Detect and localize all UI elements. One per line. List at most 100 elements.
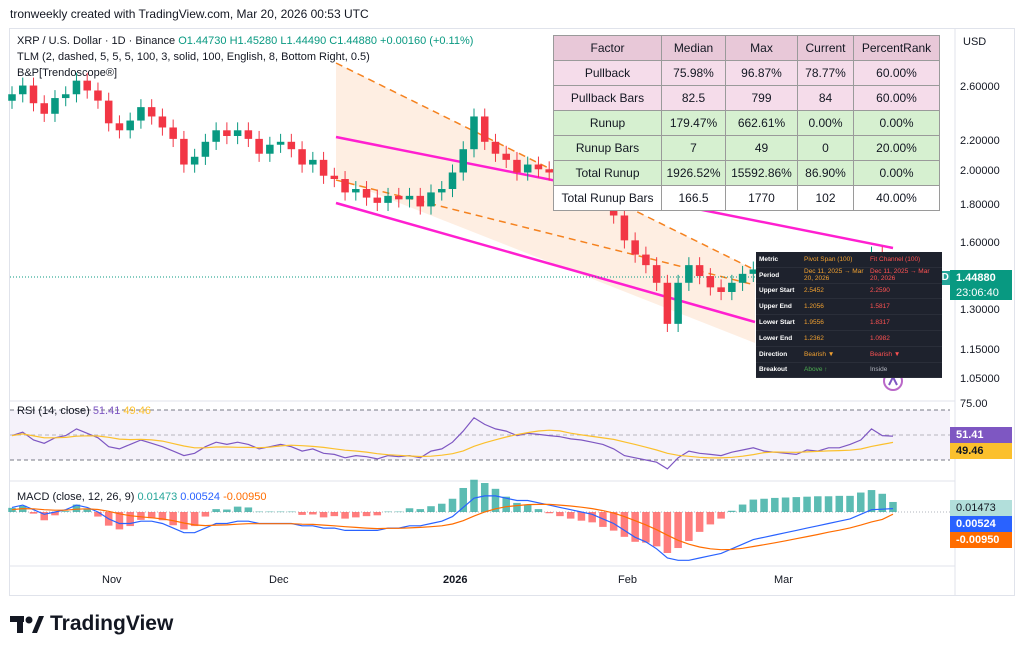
bp-indicator-legend[interactable]: B&P[Trendoscope®]: [17, 67, 118, 79]
macd-histogram-bar: [190, 512, 199, 527]
stats-cell: Pullback: [553, 60, 662, 86]
candle-body: [276, 141, 285, 145]
stats-cell: 75.98%: [661, 60, 726, 86]
macd-legend-macd: 0.00524: [180, 491, 221, 503]
channel-metric-cell: Bearish ▼: [804, 350, 835, 358]
channel-metric-row: Period Dec 11, 2025 → Mar 20, 2026 Dec 11,…: [756, 268, 942, 284]
macd-histogram-bar: [287, 511, 296, 513]
ohlc-values: O1.44730 H1.45280 L1.44490 C1.44880 +0.0…: [178, 35, 474, 47]
macd-histogram-bar: [212, 509, 220, 512]
macd-histogram-bar: [760, 498, 768, 512]
tradingview-logo[interactable]: TradingView: [10, 612, 173, 636]
macd-histogram-bar: [835, 495, 844, 512]
stats-row: Total Runup Bars 166.5 1770 102 40.00%: [553, 185, 940, 211]
symbol-name: XRP / U.S. Dollar · 1D · Binance: [17, 35, 176, 47]
macd-histogram-bar: [534, 509, 543, 512]
candle-body: [212, 130, 220, 142]
channel-lower: [335, 201, 756, 324]
candle-body: [51, 98, 59, 114]
stats-cell: 166.5: [661, 185, 726, 211]
candle-body: [738, 273, 747, 283]
candle-body: [395, 195, 403, 200]
macd-histogram-bar: [620, 512, 629, 537]
macd-histogram-bar: [867, 490, 876, 512]
stats-cell: 96.87%: [725, 60, 798, 86]
tlm-indicator-legend[interactable]: TLM (2, dashed, 5, 5, 5, 100, 3, solid, …: [17, 51, 370, 63]
stats-row: Runup Bars 7 49 0 20.00%: [553, 135, 940, 161]
candle-body: [72, 80, 81, 95]
candle-body: [147, 107, 156, 117]
price-axis-label: 2.60000: [960, 81, 1000, 93]
macd-histogram-bar: [609, 512, 618, 531]
stats-cell: 82.5: [661, 85, 726, 111]
channel-metric-cell: 1.5817: [870, 303, 890, 311]
channel-metric-row: Direction Bearish ▼ Bearish ▼: [756, 347, 942, 363]
channel-metric-cell: 2.5452: [804, 287, 824, 295]
channel-metric-cell: Pivot Span (100): [804, 255, 853, 263]
macd-histogram-bar: [814, 496, 822, 512]
last-price-tag: 1.44880: [950, 270, 1012, 286]
macd-histogram-bar: [158, 512, 167, 521]
macd-histogram-bar: [223, 509, 231, 512]
macd-histogram-bar: [491, 488, 500, 512]
candle-body: [126, 120, 134, 131]
macd-histogram-bar: [352, 512, 360, 518]
macd-histogram-bar: [663, 512, 672, 553]
candle-body: [728, 282, 736, 292]
rsi-value-tag: 51.41: [950, 427, 1012, 443]
dashed-upper: [335, 62, 756, 271]
stats-row: Runup 179.47% 662.61% 0.00% 0.00%: [553, 110, 940, 136]
candle-body: [341, 178, 349, 193]
time-axis-label: Feb: [618, 574, 637, 586]
macd-histogram-bar: [513, 502, 521, 512]
price-axis-label: 1.80000: [960, 199, 1000, 212]
candle-body: [362, 189, 371, 198]
candle-body: [190, 156, 199, 165]
price-axis-label: 1.15000: [960, 343, 1000, 356]
macd-histogram-bar: [459, 487, 468, 512]
candle-body: [405, 195, 414, 200]
rsi-ma-line: [11, 429, 894, 459]
rsi-legend-value: 51.41: [92, 405, 121, 417]
macd-histogram-bar: [427, 506, 435, 512]
macd-histogram-bar: [137, 512, 145, 520]
brand-name: TradingView: [50, 612, 174, 635]
candle-body: [352, 189, 360, 193]
candle-body: [287, 141, 296, 150]
rsi-legend-ma: 49.46: [123, 405, 151, 417]
currency-label[interactable]: USD: [963, 36, 987, 48]
channel-metric-row: Upper Start 2.5452 2.2590: [756, 284, 942, 300]
candle-body: [373, 197, 382, 203]
macd-histogram-bar: [126, 512, 134, 527]
candle-body: [104, 100, 113, 124]
candle-body: [695, 265, 704, 277]
channel-metric-cell: Dec 11, 2025 → Mar 20, 2026: [804, 268, 864, 283]
rsi-legend[interactable]: RSI (14, close) 51.41 49.46: [17, 405, 151, 417]
macd-histogram-bar: [824, 496, 833, 512]
channel-metric-cell: Lower Start: [759, 319, 795, 327]
macd-histogram-bar: [749, 499, 758, 512]
macd-histogram-bar: [330, 512, 339, 517]
stats-cell: 0.00%: [853, 110, 940, 136]
candle-body: [717, 287, 725, 292]
macd-legend[interactable]: MACD (close, 12, 26, 9) 0.01473 0.00524 …: [17, 491, 267, 503]
channel-metric-cell: 1.0982: [870, 334, 890, 342]
macd-histogram-bar: [523, 504, 532, 512]
stats-cell: 84: [797, 85, 854, 111]
time-axis-label: Dec: [269, 574, 289, 586]
symbol-legend[interactable]: XRP / U.S. Dollar · 1D · Binance O1.4473…: [17, 35, 473, 47]
candle-body: [437, 189, 446, 193]
macd-histogram-bar: [878, 493, 887, 512]
macd-histogram-bar: [201, 512, 210, 517]
macd-histogram-bar: [115, 512, 124, 530]
rsi-line: [11, 417, 894, 470]
macd-histogram-bar: [889, 501, 897, 512]
channel-metric-cell: Above ↑: [804, 366, 828, 374]
stats-cell: Runup: [553, 110, 662, 136]
macd-histogram-bar: [29, 512, 38, 514]
stats-cell: 49: [725, 135, 798, 161]
macd-hist-tag: 0.01473: [950, 500, 1012, 516]
candle-body: [137, 107, 145, 121]
channel-metric-row: Upper End 1.2056 1.5817: [756, 299, 942, 316]
candle-body: [448, 172, 457, 190]
